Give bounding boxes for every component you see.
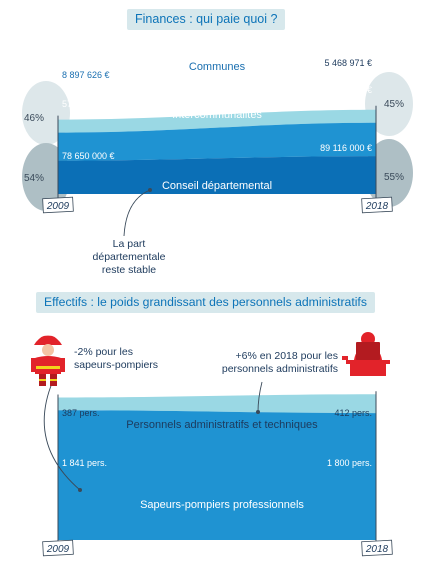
finances-callout-dot (148, 188, 152, 192)
band-pompiers (58, 410, 376, 540)
series-label-pompiers: Sapeurs-pompiers professionnels (140, 499, 304, 511)
band-admin (58, 394, 376, 414)
year-end-finances: 2018 (365, 201, 389, 212)
effectifs-title: Effectifs : le poids grandissant des per… (36, 292, 375, 313)
share-top-2009: 46% (24, 113, 44, 124)
admin-note: +6% en 2018 pour les personnels administ… (221, 350, 338, 375)
series-label-communes: Communes (189, 61, 246, 73)
firefighter-icon (31, 333, 65, 386)
year-start-effectifs-box (42, 539, 74, 557)
value-pompiers-2018: 1 800 pers. (327, 458, 372, 468)
value-intercommunalites-2018: 68 146 189 € (319, 85, 372, 95)
year-start-finances-box (42, 196, 74, 214)
finances-title: Finances : qui paie quoi ? (127, 9, 286, 30)
band-conseil-departemental (58, 156, 376, 194)
year-end-effectifs-box (361, 539, 393, 557)
value-conseil-2009: 78 650 000 € (62, 151, 115, 161)
value-pompiers-2009: 1 841 pers. (62, 458, 107, 468)
year-end-effectifs: 2018 (365, 544, 389, 555)
value-communes-2018: 5 468 971 € (324, 58, 372, 68)
value-admin-2018: 412 pers. (334, 408, 372, 418)
value-communes-2009: 8 897 626 € (62, 70, 110, 80)
share-top-2018: 45% (384, 99, 404, 110)
share-bottom-2018: 55% (384, 172, 404, 183)
admin-callout-dot (256, 410, 260, 414)
series-label-intercommunalites: Intercommunalités (172, 109, 262, 121)
series-label-conseil-departemental: Conseil départemental (162, 180, 272, 192)
year-end-finances-box (361, 196, 393, 214)
finances-callout-line (123, 189, 151, 237)
pompiers-callout-dot (78, 488, 82, 492)
year-start-finances: 2009 (46, 201, 70, 212)
finances-note: La part départementale reste stable (92, 238, 166, 276)
year-start-effectifs: 2009 (46, 544, 70, 555)
band-communes (58, 109, 376, 133)
band-intercommunalites (58, 122, 376, 161)
office-worker-icon (342, 332, 390, 376)
admin-callout-line (257, 381, 263, 413)
share-right-top-ellipse (365, 72, 413, 136)
share-bottom-2009: 54% (24, 173, 44, 184)
share-right-bottom-ellipse (365, 139, 413, 207)
pompiers-note: -2% pour les sapeurs-pompiers (74, 346, 159, 371)
series-label-admin: Personnels administratifs et techniques (126, 419, 318, 431)
value-intercommunalites-2009: 57 108 427 € (62, 99, 115, 109)
value-admin-2009: 387 pers. (62, 408, 100, 418)
finances-chart: Communes Intercommunalités Conseil départe… (22, 58, 413, 237)
value-conseil-2018: 89 116 000 € (320, 143, 372, 153)
